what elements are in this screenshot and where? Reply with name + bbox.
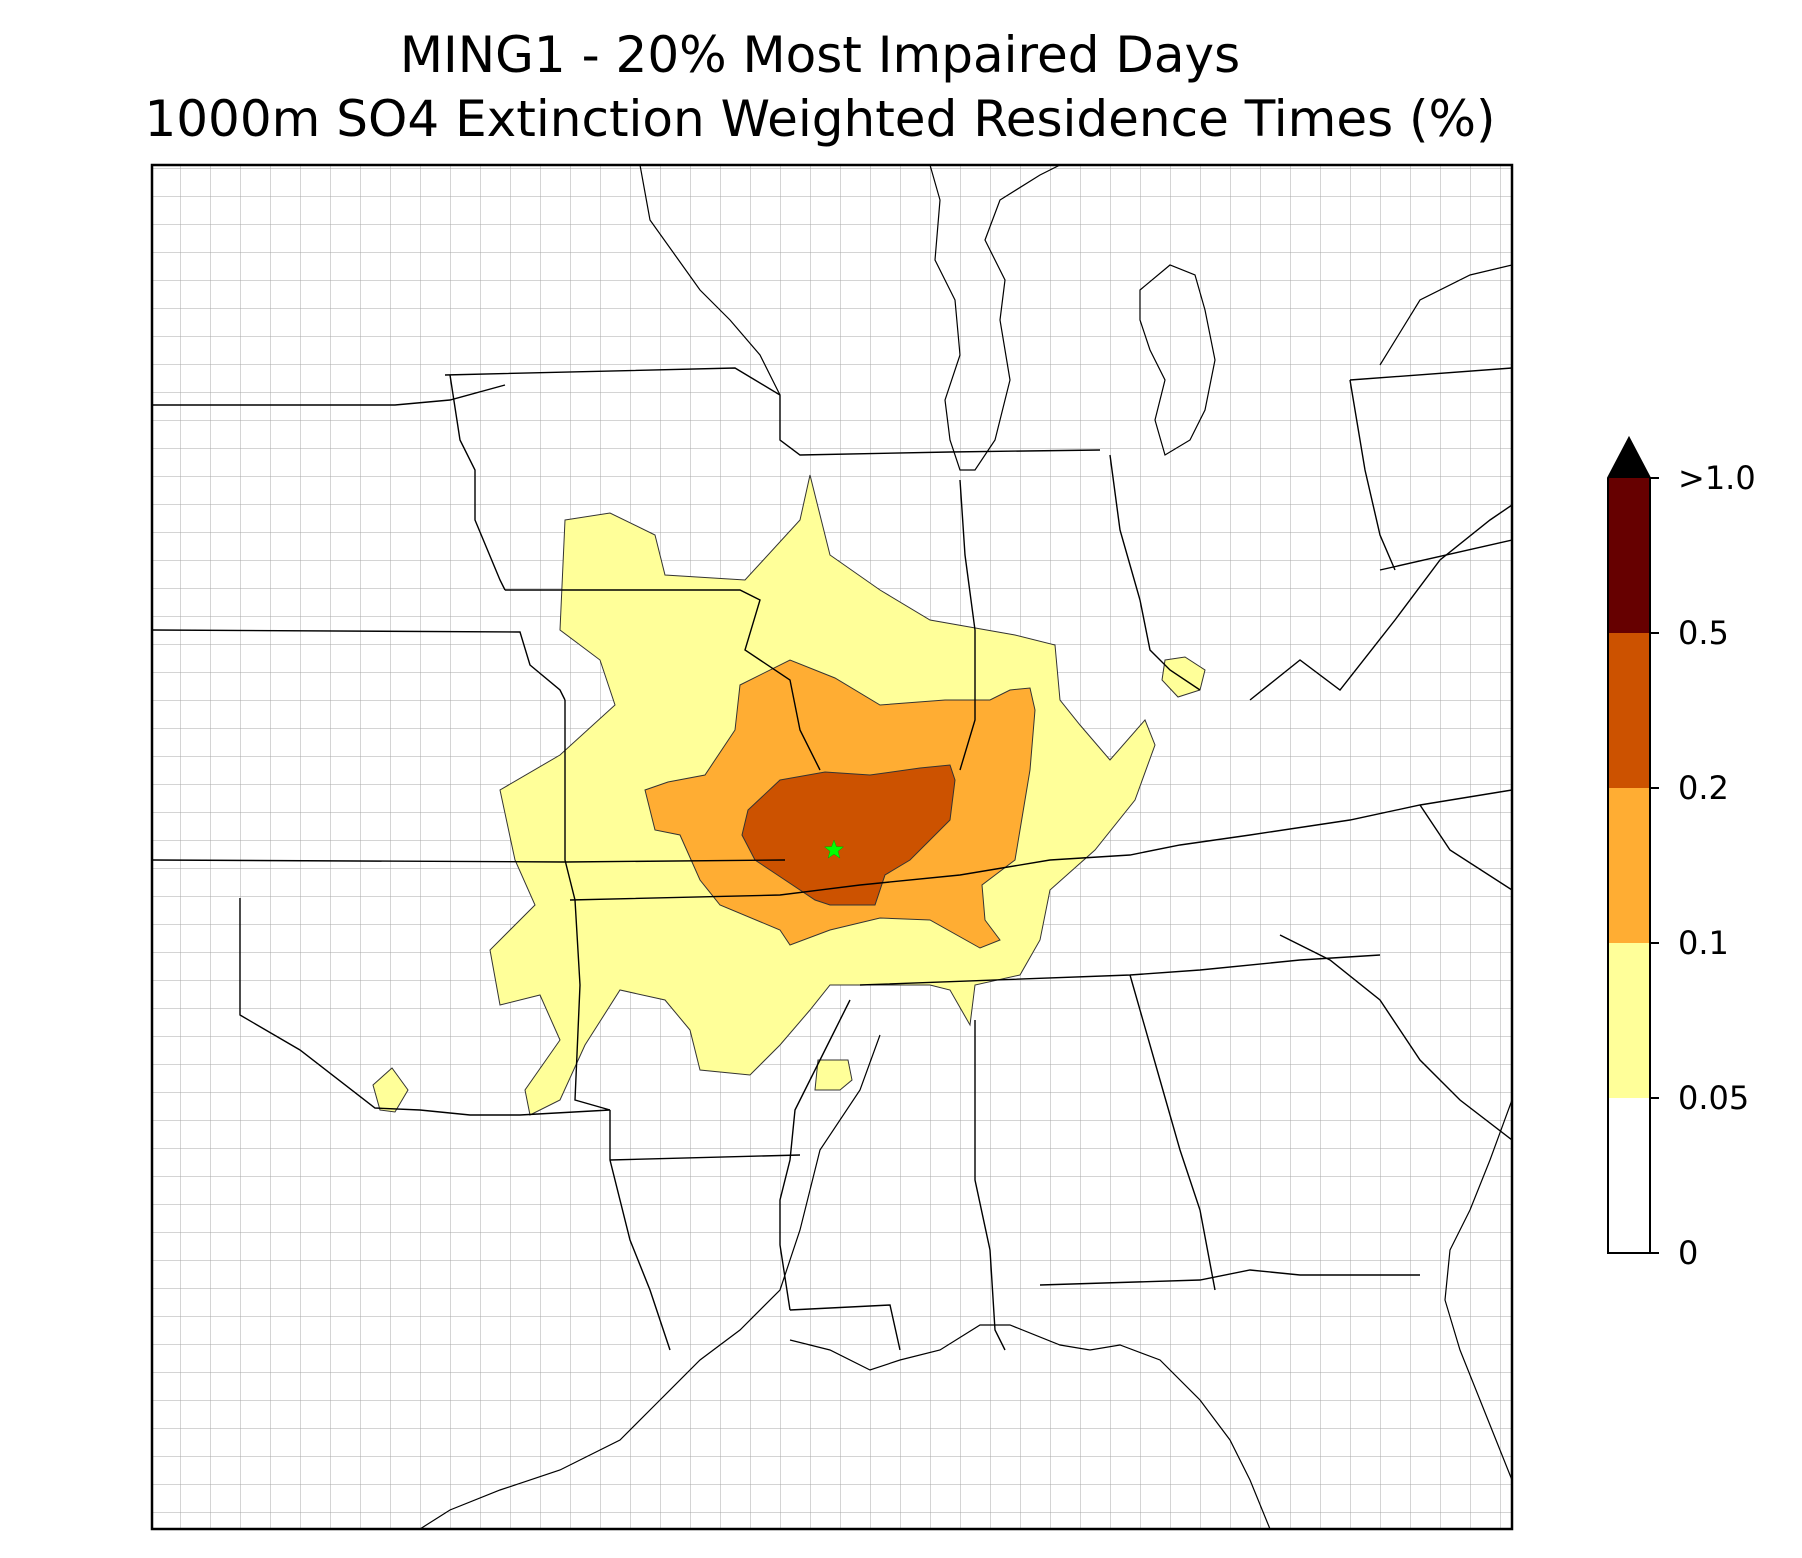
- map-frame: [150, 163, 1514, 1531]
- state-borders: [152, 367, 1512, 1351]
- colorbar-segment-0-0.05: [1608, 1098, 1650, 1253]
- colorbar-segment-0.5-1.0: [1608, 478, 1650, 633]
- map-title-line-1: MING1 - 20% Most Impaired Days: [399, 26, 1241, 84]
- colorbar-segment-0.2-0.5: [1608, 633, 1650, 788]
- colorbar-tick-label: 0.1: [1678, 924, 1729, 962]
- colorbar-segment-0.1-0.2: [1608, 788, 1650, 943]
- colorbar: [1607, 435, 1659, 1254]
- colorbar-tick-label: 0.2: [1678, 769, 1729, 807]
- colorbar-tick-label: >1.0: [1678, 459, 1756, 497]
- site-marker-star: [823, 839, 845, 859]
- colorbar-tick-label: 0.05: [1678, 1079, 1750, 1117]
- colorbar-outline: [1607, 435, 1651, 1254]
- map-title-line-2: 1000m SO4 Extinction Weighted Residence …: [144, 90, 1496, 148]
- coastlines: [419, 165, 1512, 1529]
- colorbar-segment-0.05-0.1: [1608, 943, 1650, 1098]
- colorbar-extend-max-triangle: [1608, 438, 1650, 478]
- colorbar-tick-label: 0: [1678, 1234, 1699, 1272]
- colorbar-tick-label: 0.5: [1678, 614, 1729, 652]
